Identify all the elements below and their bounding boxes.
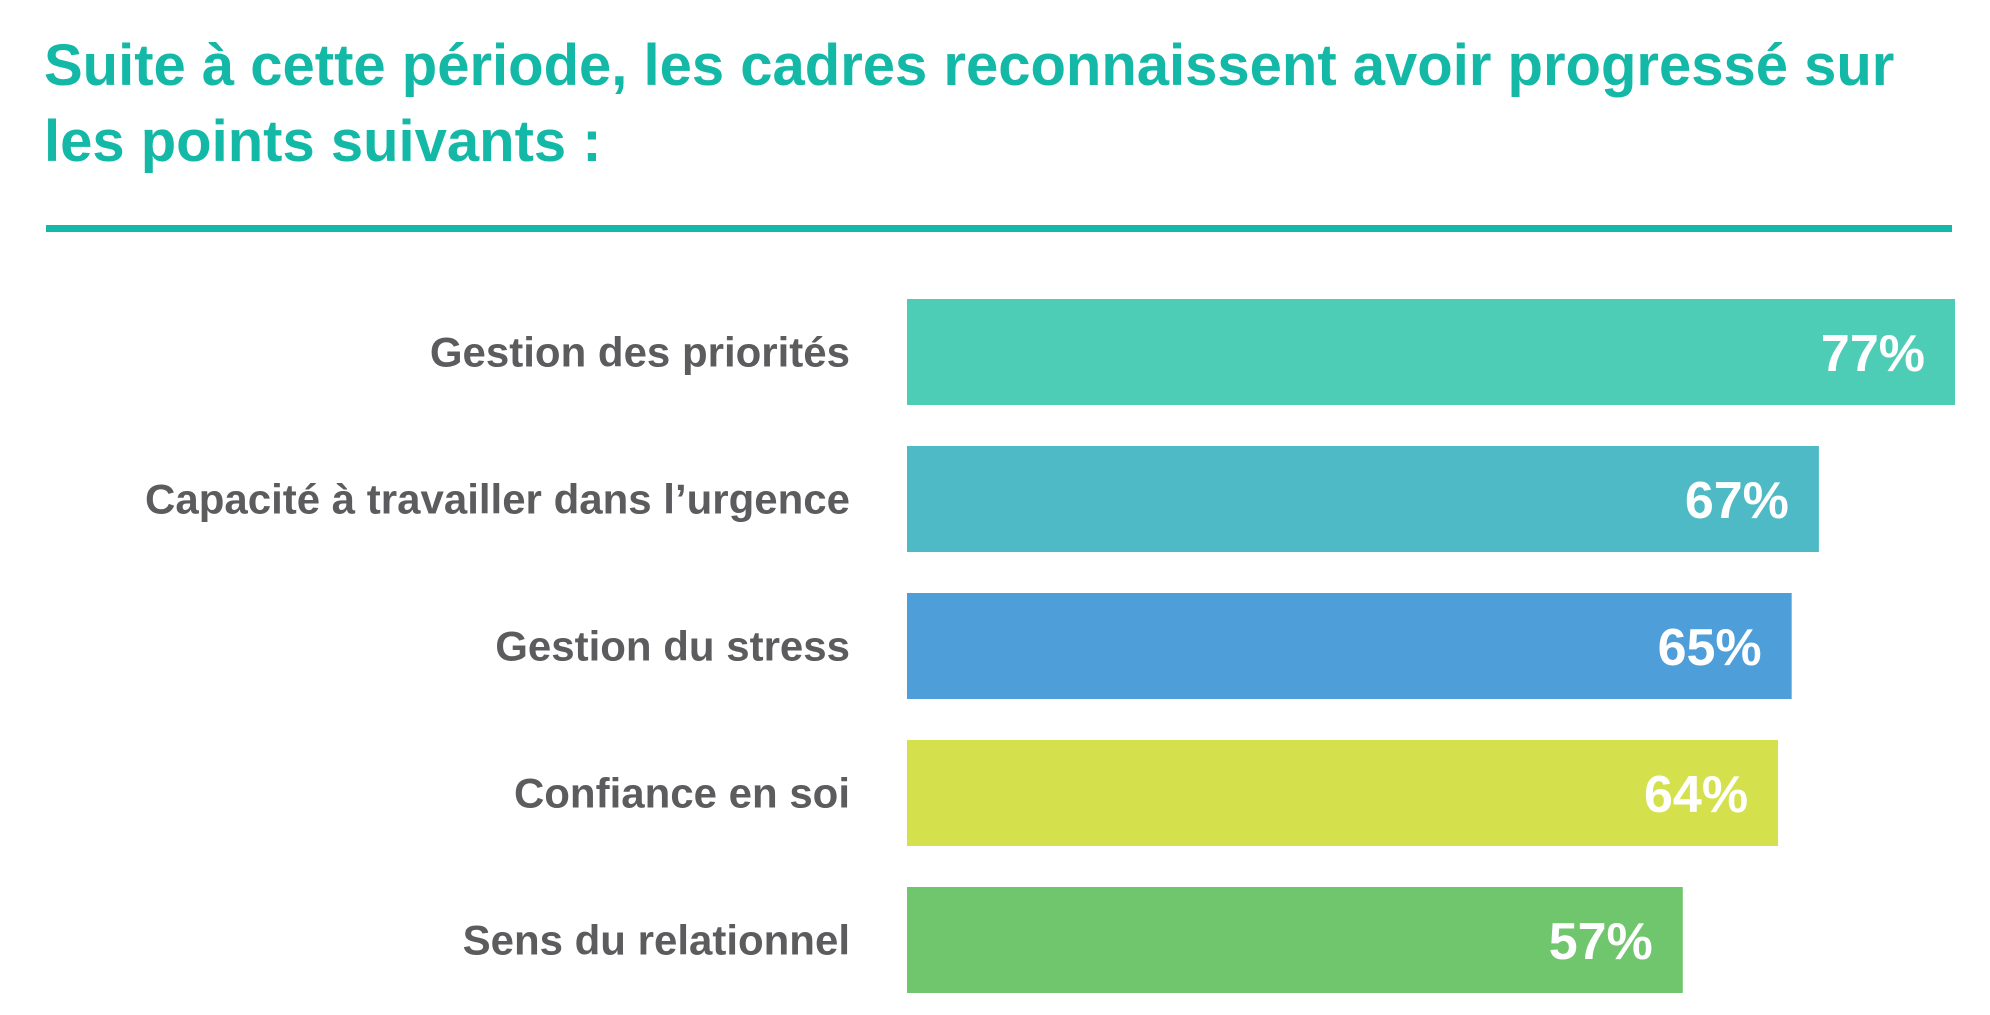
value-label-1: 77% (1821, 325, 1925, 383)
bar-5 (907, 887, 1683, 993)
value-label-4: 64% (1644, 766, 1748, 824)
category-label-4: Confiance en soi (514, 770, 850, 817)
value-label-2: 67% (1685, 472, 1789, 530)
bar-1 (907, 299, 1955, 405)
bar-3 (907, 593, 1792, 699)
bars-layer: Gestion des priorités 77% Capacité à trava… (145, 299, 1955, 993)
value-label-5: 57% (1549, 913, 1653, 971)
bar-2 (907, 446, 1819, 552)
category-label-2: Capacité à travailler dans l’urgence (145, 476, 850, 523)
category-label-1: Gestion des priorités (430, 329, 850, 376)
category-label-3: Gestion du stress (495, 623, 850, 670)
value-label-3: 65% (1658, 619, 1762, 677)
bar-4 (907, 740, 1779, 846)
title-divider (46, 225, 1952, 232)
chart-title: Suite à cette période, les cadres reconn… (44, 33, 1895, 174)
category-label-5: Sens du relationnel (463, 917, 850, 964)
